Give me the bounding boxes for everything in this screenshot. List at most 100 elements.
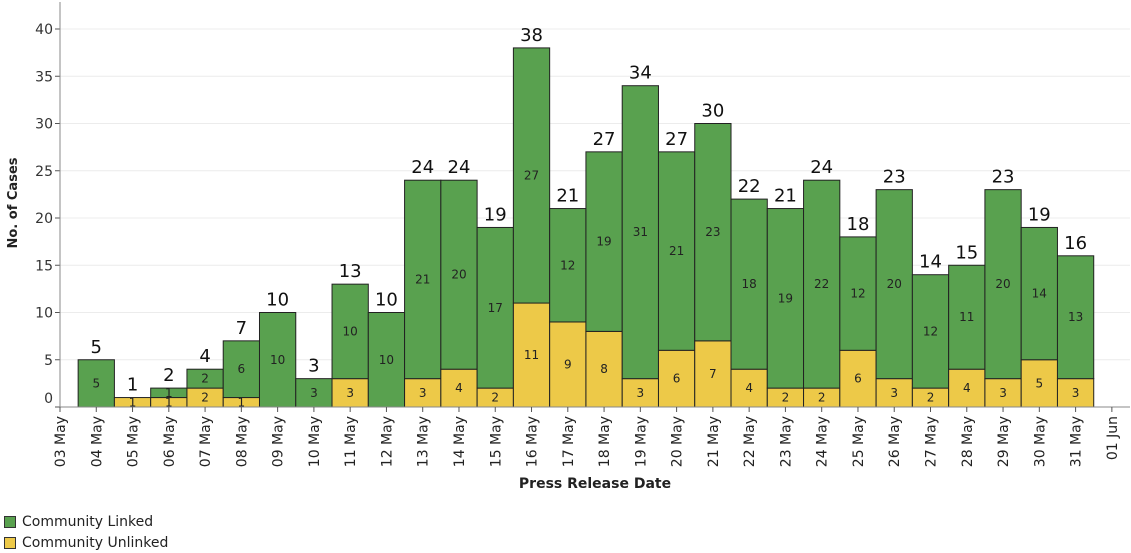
bar-linked bbox=[657, 151, 696, 351]
x-tick-label: 13 May bbox=[416, 416, 432, 467]
bar-linked bbox=[984, 189, 1022, 380]
segment-label-unlinked: 7 bbox=[709, 367, 717, 381]
segment-label-linked: 5 bbox=[92, 376, 100, 390]
legend-swatch-unlinked bbox=[4, 536, 16, 549]
total-label: 18 bbox=[847, 214, 870, 235]
bar-linked bbox=[1020, 226, 1058, 361]
segment-label-linked: 27 bbox=[524, 168, 539, 182]
total-label: 23 bbox=[992, 167, 1015, 188]
x-tick-label: 09 May bbox=[271, 416, 287, 467]
bar-linked bbox=[839, 236, 877, 351]
segment-label-unlinked: 4 bbox=[963, 381, 971, 395]
segment-label-linked: 20 bbox=[887, 277, 902, 291]
bar-linked bbox=[549, 208, 587, 323]
bar-unlinked bbox=[621, 378, 659, 408]
segment-label-unlinked: 1 bbox=[238, 395, 246, 409]
total-label: 2 bbox=[163, 365, 174, 386]
bar-linked bbox=[440, 179, 478, 370]
segment-label-linked: 10 bbox=[379, 353, 394, 367]
bar-linked bbox=[803, 179, 841, 389]
total-label: 24 bbox=[411, 157, 434, 178]
segment-label-unlinked: 9 bbox=[564, 357, 572, 371]
total-label: 23 bbox=[883, 167, 906, 188]
segment-label-linked: 17 bbox=[488, 301, 503, 315]
segment-label-unlinked: 2 bbox=[927, 391, 935, 405]
segment-label-unlinked: 2 bbox=[491, 391, 499, 405]
segment-label-linked: 12 bbox=[560, 258, 575, 272]
total-label: 16 bbox=[1064, 233, 1087, 254]
bar-unlinked bbox=[585, 330, 623, 408]
x-tick-label: 06 May bbox=[162, 416, 178, 467]
segment-label-linked: 10 bbox=[343, 324, 358, 338]
y-tick-label: 10 bbox=[35, 306, 53, 322]
total-label: 21 bbox=[774, 186, 797, 207]
total-label: 24 bbox=[810, 157, 833, 178]
x-tick-label: 03 May bbox=[53, 416, 69, 467]
x-tick-label: 27 May bbox=[924, 416, 940, 467]
segment-label-unlinked: 3 bbox=[1072, 386, 1080, 400]
segment-label-linked: 12 bbox=[850, 287, 865, 301]
bar-unlinked bbox=[440, 368, 478, 408]
segment-label-linked: 19 bbox=[778, 291, 793, 305]
total-label: 15 bbox=[955, 242, 978, 263]
segment-label-unlinked: 1 bbox=[129, 395, 137, 409]
bar-linked bbox=[258, 312, 297, 408]
bar-unlinked bbox=[549, 321, 587, 408]
bar-linked bbox=[948, 264, 986, 370]
bar-linked bbox=[512, 47, 551, 304]
bar-linked bbox=[404, 179, 442, 380]
total-label: 4 bbox=[199, 346, 210, 367]
bar-unlinked bbox=[657, 349, 696, 408]
bar-linked bbox=[730, 198, 768, 370]
segment-label-unlinked: 3 bbox=[999, 386, 1007, 400]
total-label: 27 bbox=[665, 129, 688, 150]
segment-label-unlinked: 6 bbox=[854, 372, 862, 386]
total-label: 27 bbox=[593, 129, 616, 150]
x-tick-label: 01 Jun bbox=[1105, 416, 1121, 460]
x-tick-label: 12 May bbox=[379, 416, 395, 467]
x-tick-label: 30 May bbox=[1032, 416, 1048, 467]
segment-label-linked: 13 bbox=[1068, 310, 1083, 324]
y-tick-label: 0 bbox=[44, 391, 53, 407]
segment-label-unlinked: 3 bbox=[890, 386, 898, 400]
segment-label-unlinked: 5 bbox=[1036, 376, 1044, 390]
segment-label-linked: 6 bbox=[238, 362, 246, 376]
x-tick-label: 08 May bbox=[234, 416, 250, 467]
segment-label-linked: 31 bbox=[633, 225, 648, 239]
legend-label: Community Linked bbox=[22, 513, 154, 530]
total-label: 22 bbox=[738, 176, 761, 197]
segment-label-unlinked: 2 bbox=[201, 391, 209, 405]
bar-linked bbox=[911, 274, 950, 389]
segment-label-unlinked: 3 bbox=[419, 386, 427, 400]
segment-label-unlinked: 6 bbox=[673, 372, 681, 386]
total-label: 7 bbox=[236, 318, 247, 339]
total-label: 3 bbox=[308, 356, 319, 377]
x-tick-label: 29 May bbox=[996, 416, 1012, 467]
segment-label-linked: 18 bbox=[742, 277, 757, 291]
total-label: 21 bbox=[556, 186, 579, 207]
segment-label-linked: 10 bbox=[270, 353, 285, 367]
y-tick-label: 40 bbox=[35, 22, 53, 38]
legend-item-linked: Community Linked bbox=[4, 511, 168, 532]
segment-label-linked: 12 bbox=[923, 324, 938, 338]
total-label: 24 bbox=[448, 157, 471, 178]
segment-label-unlinked: 2 bbox=[782, 391, 790, 405]
x-tick-label: 15 May bbox=[488, 416, 504, 467]
segment-label-linked: 14 bbox=[1032, 287, 1047, 301]
segment-label-linked: 19 bbox=[596, 235, 611, 249]
segment-label-unlinked: 1 bbox=[165, 395, 173, 409]
bar-unlinked bbox=[331, 378, 369, 408]
legend: Community Linked Community Unlinked bbox=[4, 511, 168, 553]
segment-label-linked: 11 bbox=[959, 310, 974, 324]
x-tick-label: 28 May bbox=[960, 416, 976, 467]
y-axis-label: No. of Cases bbox=[6, 157, 21, 248]
y-tick-label: 15 bbox=[35, 258, 53, 274]
bar-unlinked bbox=[1056, 378, 1095, 408]
y-tick-label: 25 bbox=[35, 164, 53, 180]
bar-linked bbox=[1056, 255, 1095, 380]
y-axis: 0 5 10 15 20 25 30 35 40 bbox=[35, 2, 61, 408]
x-tick-label: 20 May bbox=[670, 416, 686, 467]
x-tick-label: 07 May bbox=[198, 416, 214, 467]
bars: 5511112224167101033310131010321244202421… bbox=[77, 25, 1095, 409]
